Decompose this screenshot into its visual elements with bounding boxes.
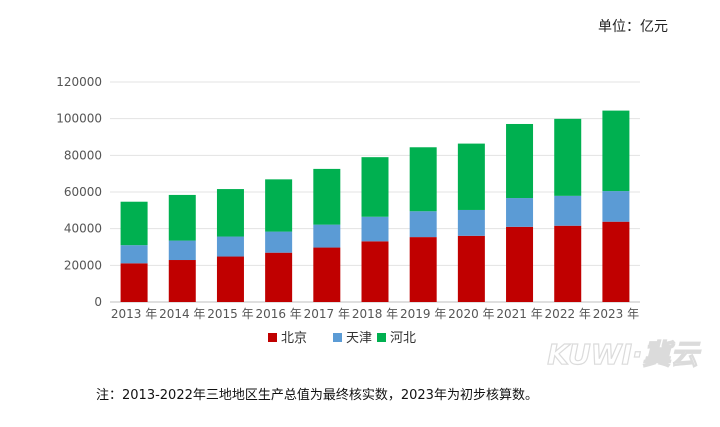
bar-segment [168, 194, 196, 241]
bar-segment [457, 143, 485, 210]
legend-swatch [333, 333, 342, 342]
legend-swatch [377, 333, 386, 342]
y-tick-label: 60000 [64, 185, 102, 199]
x-tick-label: 2013 年 [111, 307, 157, 321]
bar-segment [409, 147, 437, 212]
y-tick-label: 80000 [64, 148, 102, 162]
bar-segment [409, 237, 437, 302]
x-tick-label: 2014 年 [159, 307, 205, 321]
bar-segment [120, 245, 148, 264]
bar-segment [168, 260, 196, 302]
y-tick-label: 0 [94, 295, 102, 309]
bar-segment [313, 168, 341, 225]
x-axis: 2013 年 2014 年 2015 年 2016 年 2017 年 2018 年 2019… [111, 307, 639, 321]
bar-segment [120, 263, 148, 302]
bar-segment [554, 225, 582, 302]
x-tick-label: 2020 年 [448, 307, 494, 321]
bar-segment [457, 235, 485, 302]
bar-segment [265, 231, 293, 253]
bar-segment [216, 236, 244, 257]
bar-segment [313, 247, 341, 302]
bar-segment [602, 221, 630, 302]
legend: 北京 天津 河北 [268, 331, 416, 346]
legend-swatch [268, 333, 277, 342]
bar-segment [554, 195, 582, 226]
footnote: 注：2013-2022年三地地区生产总值为最终核实数，2023年为初步核算数。 [96, 388, 538, 403]
bar-segment [409, 211, 437, 238]
y-tick-label: 100000 [56, 112, 102, 126]
x-tick-label: 2016 年 [255, 307, 301, 321]
x-tick-label: 2023 年 [593, 307, 639, 321]
x-tick-label: 2015 年 [207, 307, 253, 321]
bar-segment [361, 157, 389, 217]
bar-segment [313, 224, 341, 248]
bar-segment [216, 189, 244, 237]
bar-segment [361, 241, 389, 302]
legend-label: 天津 [346, 331, 372, 346]
bar-segment [602, 191, 630, 222]
x-tick-label: 2017 年 [304, 307, 350, 321]
legend-label: 北京 [281, 331, 307, 346]
bar-segment [554, 118, 582, 196]
bar-segment [265, 179, 293, 232]
y-tick-label: 40000 [64, 222, 102, 236]
legend-label: 河北 [390, 331, 416, 346]
y-tick-label: 20000 [64, 258, 102, 272]
bar-segment [457, 209, 485, 236]
bars [120, 110, 630, 302]
x-tick-label: 2018 年 [352, 307, 398, 321]
bar-segment [602, 110, 630, 192]
bar-segment [216, 256, 244, 302]
y-axis: 0 20000 40000 60000 80000 100000 120000 [56, 75, 102, 309]
bar-segment [168, 240, 196, 261]
x-tick-label: 2021 年 [496, 307, 542, 321]
bar-segment [506, 198, 534, 227]
y-tick-label: 120000 [56, 75, 102, 89]
x-tick-label: 2019 年 [400, 307, 446, 321]
bar-segment [506, 226, 534, 302]
svg-text:KUWI·冀云: KUWI·冀云 [547, 338, 701, 371]
bar-segment [265, 252, 293, 302]
kuwi-jiyun-watermark-logo: KUWI·冀云 [547, 337, 703, 371]
unit-label: 单位：亿元 [598, 19, 668, 35]
x-tick-label: 2022 年 [545, 307, 591, 321]
bar-segment [361, 216, 389, 242]
bar-segment [120, 201, 148, 246]
bar-segment [506, 123, 534, 199]
